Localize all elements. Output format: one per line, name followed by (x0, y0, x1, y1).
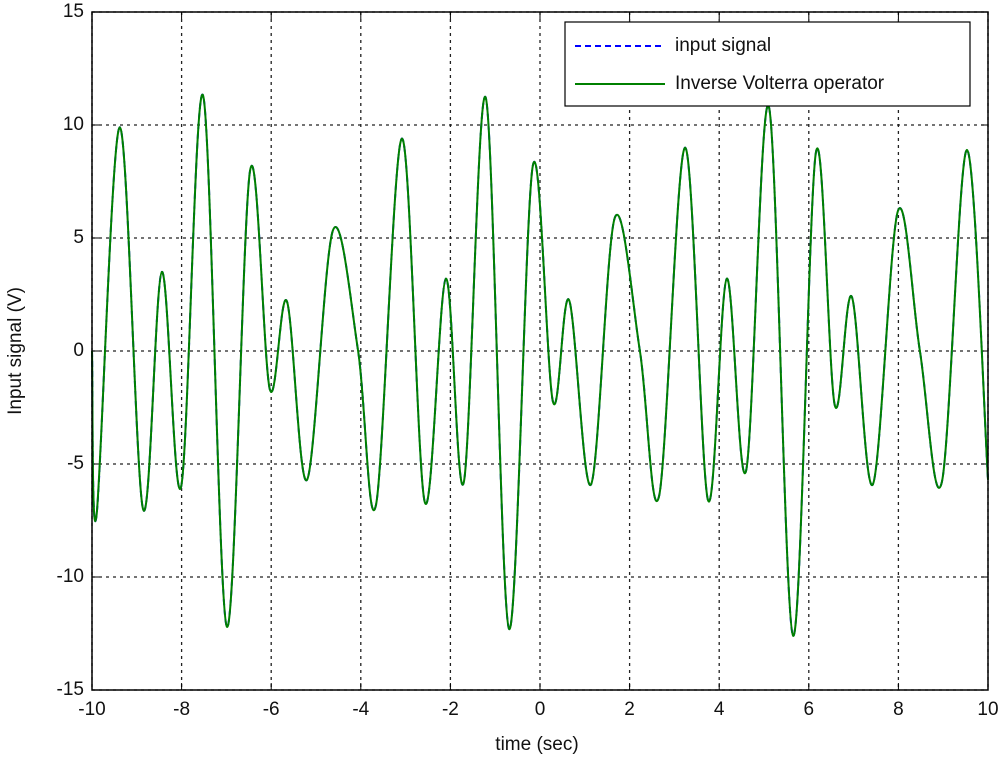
x-tick-label: 6 (804, 699, 815, 720)
series-line (91, 93, 989, 637)
x-tick-label: -8 (173, 699, 190, 720)
x-tick-label: -4 (352, 699, 369, 720)
legend-label: input signal (675, 35, 771, 56)
legend-label: Inverse Volterra operator (675, 73, 885, 94)
x-tick-label: 10 (977, 699, 998, 720)
y-tick-label: 10 (63, 114, 84, 135)
x-tick-label: 2 (624, 699, 635, 720)
y-tick-label: -5 (67, 453, 84, 474)
y-tick-label: -15 (57, 679, 84, 700)
x-tick-label: 0 (535, 699, 546, 720)
y-axis-label: Input signal (V) (5, 287, 26, 415)
legend-box (564, 21, 971, 107)
plot-frame (91, 11, 989, 691)
x-tick-label: 8 (893, 699, 904, 720)
x-tick-label: 4 (714, 699, 725, 720)
x-tick-label: -2 (442, 699, 459, 720)
y-tick-label: -10 (57, 566, 84, 587)
x-tick-label: -10 (78, 699, 105, 720)
x-axis-label: time (sec) (495, 734, 578, 755)
y-tick-label: 5 (73, 227, 84, 248)
y-tick-label: 15 (63, 1, 84, 22)
x-tick-label: -6 (263, 699, 280, 720)
y-tick-label: 0 (73, 340, 84, 361)
